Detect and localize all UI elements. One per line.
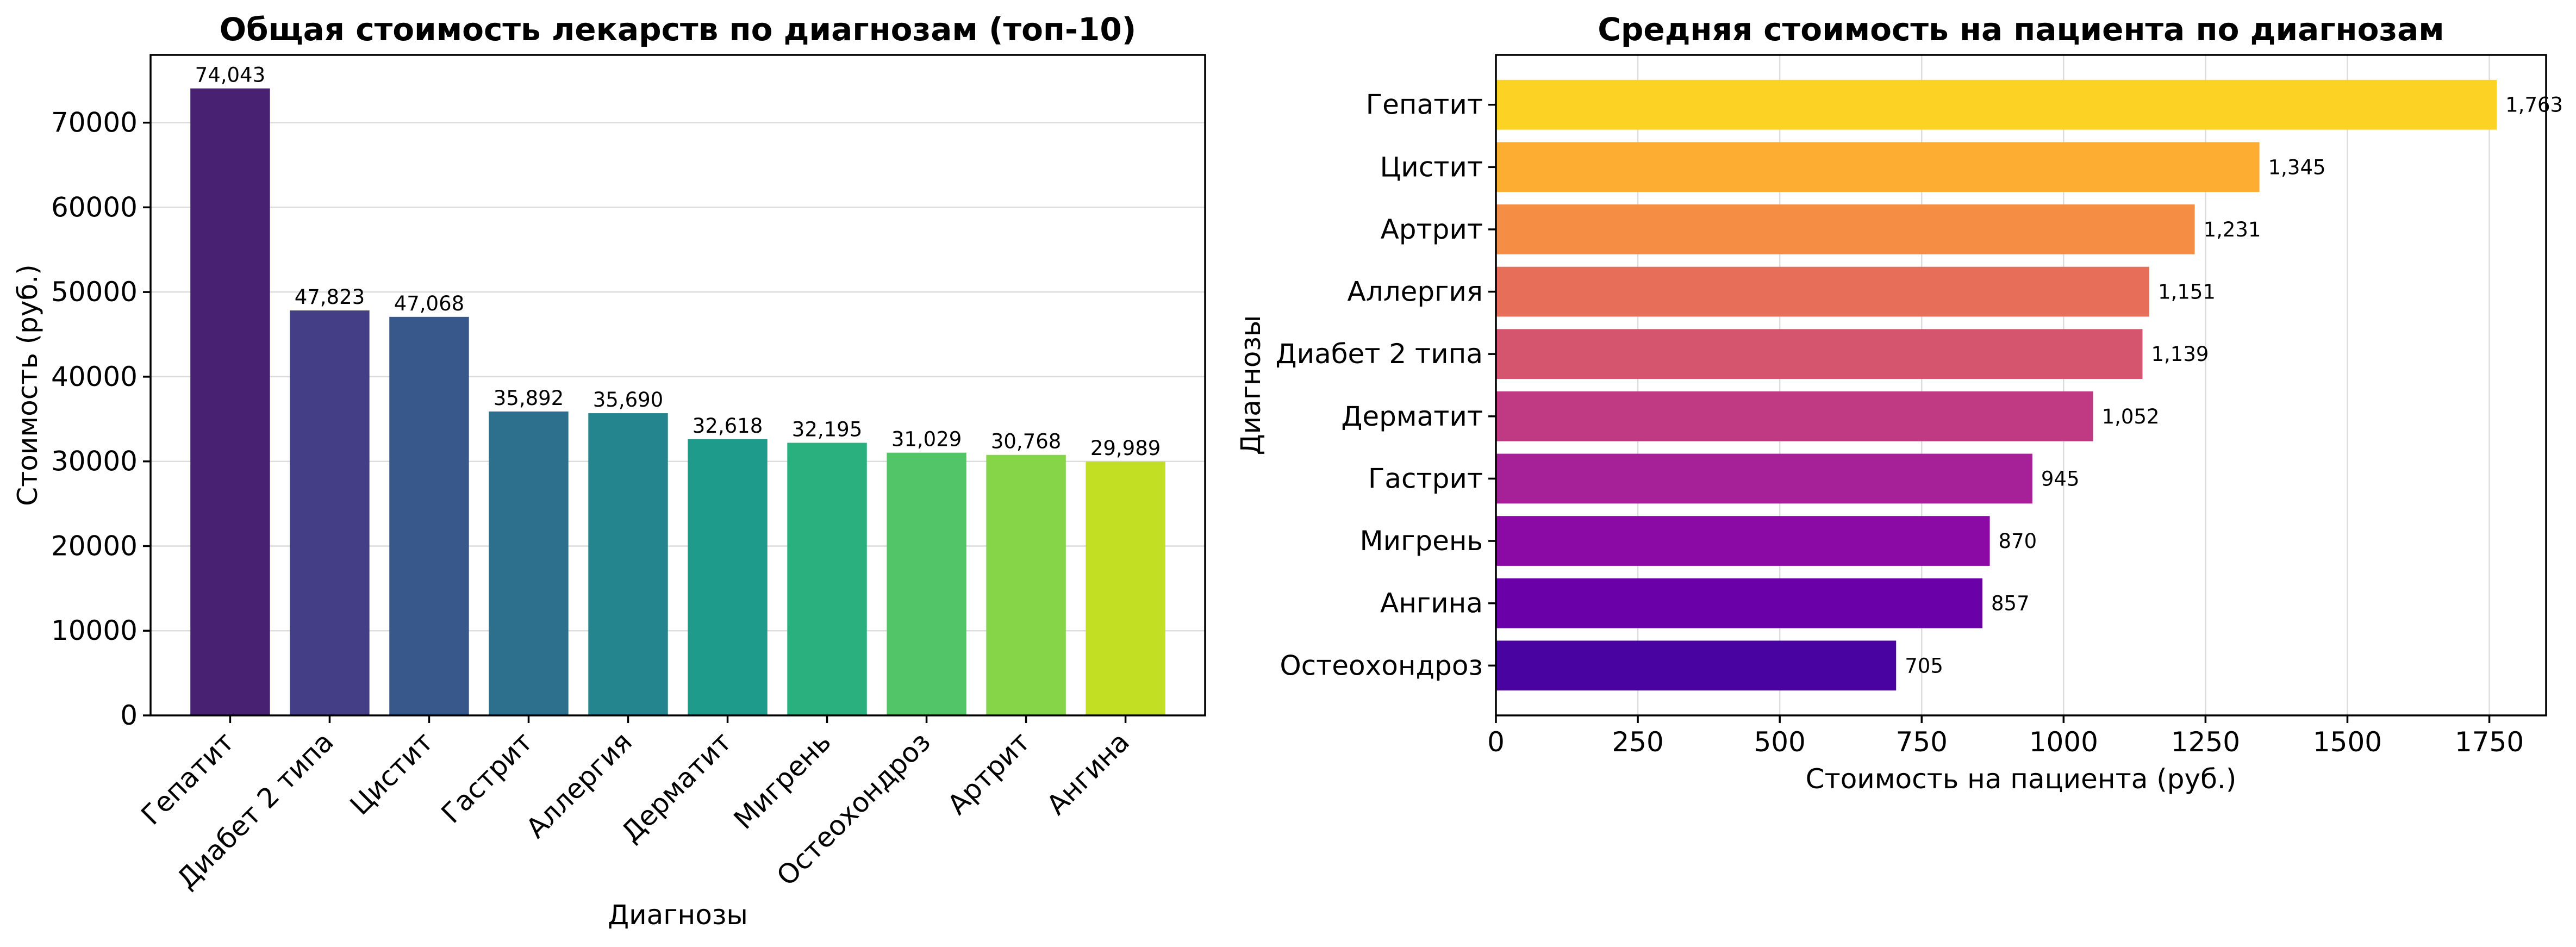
- right-y-tick-label: Диабет 2 типа: [1276, 338, 1483, 370]
- right-bar: [1496, 329, 2143, 379]
- left-bars: [190, 88, 1165, 715]
- right-bar-value-label: 1,763: [2505, 94, 2563, 117]
- left-y-tick-label: 20000: [51, 530, 138, 562]
- left-bar: [290, 310, 370, 715]
- right-bar: [1496, 391, 2093, 441]
- left-y-tick-label: 30000: [51, 446, 138, 477]
- left-y-tick-label: 10000: [51, 615, 138, 646]
- right-bar-value-label: 870: [1999, 529, 2037, 553]
- left-bar-value-label: 35,690: [593, 388, 663, 412]
- right-value-labels: 1,763 1,345 1,231 1,151 1,139 1,052 945 870 857 7…: [1905, 94, 2563, 678]
- left-bar-value-label: 35,892: [494, 387, 564, 410]
- right-x-tick-label: 1750: [2455, 726, 2524, 758]
- right-x-tick-label: 750: [1896, 726, 1948, 758]
- left-y-tick-label: 70000: [51, 107, 138, 139]
- left-bar-value-label: 32,195: [792, 418, 862, 441]
- left-bar: [588, 413, 668, 715]
- right-y-axis-ticks: Гепатит Цистит Артрит Аллергия Диабет 2 типа…: [1276, 89, 1496, 681]
- left-y-axis-label: Стоимость (руб.): [12, 264, 43, 506]
- right-bar: [1496, 204, 2195, 254]
- left-chart-title: Общая стоимость лекарств по диагнозам (т…: [220, 11, 1137, 48]
- right-x-tick-label: 250: [1612, 726, 1663, 758]
- right-x-tick-label: 1000: [2029, 726, 2098, 758]
- right-y-tick-label: Дерматит: [1341, 401, 1483, 432]
- right-x-tick-label: 1250: [2171, 726, 2240, 758]
- left-bar-value-label: 30,768: [991, 430, 1061, 453]
- right-chart-title: Средняя стоимость на пациента по диагноз…: [1598, 11, 2444, 48]
- right-y-axis-label: Диагнозы: [1235, 315, 1267, 456]
- right-y-tick-label: Ангина: [1380, 588, 1483, 619]
- right-bar: [1496, 79, 2497, 130]
- right-x-axis-ticks: 0 250 500 750 1000 1250 1500 1750: [1487, 715, 2524, 758]
- left-bar: [887, 452, 966, 715]
- right-bar-value-label: 1,345: [2268, 155, 2326, 179]
- left-bar: [190, 88, 270, 715]
- left-bar-value-label: 31,029: [891, 428, 962, 451]
- right-bar-value-label: 705: [1905, 654, 1943, 677]
- right-bar-value-label: 1,151: [2158, 281, 2216, 304]
- left-bar: [489, 411, 569, 715]
- left-y-tick-label: 60000: [51, 191, 138, 223]
- right-bar: [1496, 266, 2150, 317]
- left-bar-value-label: 74,043: [195, 64, 265, 87]
- right-bar: [1496, 640, 1897, 691]
- right-x-axis-label: Стоимость на пациента (руб.): [1806, 763, 2237, 795]
- right-y-tick-label: Аллергия: [1348, 276, 1483, 308]
- right-plot-frame: [1495, 54, 2547, 717]
- right-bar-value-label: 857: [1991, 592, 2030, 615]
- right-bars: [1496, 79, 2497, 691]
- left-bar-value-label: 47,068: [394, 292, 464, 315]
- left-plot-frame: [149, 54, 1206, 717]
- right-y-tick-label: Цистит: [1380, 151, 1483, 183]
- left-bar: [389, 316, 469, 715]
- left-y-tick-label: 0: [120, 700, 138, 731]
- left-x-axis-label: Диагнозы: [608, 899, 748, 931]
- left-bar-value-label: 29,989: [1090, 437, 1161, 460]
- left-value-labels: 74,043 47,823 47,068 35,892 35,690 32,618 32,1…: [195, 64, 1161, 460]
- right-bar-value-label: 1,139: [2151, 342, 2209, 366]
- left-bar: [1086, 461, 1165, 715]
- right-bar: [1496, 516, 1990, 566]
- right-x-tick-label: 500: [1754, 726, 1805, 758]
- left-y-tick-label: 40000: [51, 361, 138, 392]
- right-bar: [1496, 142, 2260, 192]
- left-bar: [688, 439, 768, 715]
- avg-cost-hbar-chart: 1,763 1,345 1,231 1,151 1,139 1,052 945 870 857 7…: [1235, 11, 2563, 795]
- right-y-tick-label: Гепатит: [1366, 89, 1483, 121]
- right-bar: [1496, 578, 1982, 628]
- right-bar-value-label: 1,231: [2204, 218, 2261, 241]
- right-x-tick-label: 0: [1487, 726, 1505, 758]
- right-y-tick-label: Артрит: [1381, 214, 1483, 245]
- left-bar-value-label: 47,823: [295, 285, 365, 309]
- right-y-tick-label: Мигрень: [1359, 525, 1483, 557]
- left-bar: [787, 443, 867, 715]
- right-y-tick-label: Остеохондроз: [1280, 650, 1483, 681]
- right-bar: [1496, 453, 2032, 504]
- left-y-tick-label: 50000: [51, 276, 138, 308]
- right-bar-value-label: 945: [2041, 467, 2080, 490]
- left-y-axis-ticks: 0 10000 20000 30000 40000 50000 60000 70000: [51, 107, 151, 731]
- left-bar: [986, 454, 1066, 715]
- right-x-tick-label: 1500: [2313, 726, 2382, 758]
- left-bar-value-label: 32,618: [693, 414, 763, 438]
- right-y-tick-label: Гастрит: [1368, 463, 1483, 494]
- right-bar-value-label: 1,052: [2102, 405, 2160, 428]
